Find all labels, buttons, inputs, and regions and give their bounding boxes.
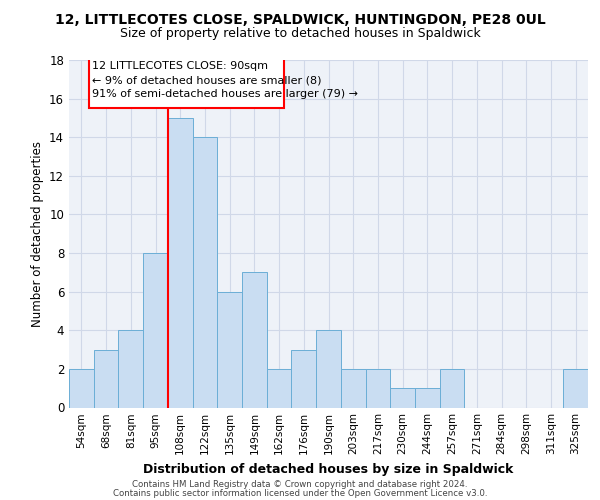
Bar	[94, 350, 118, 408]
FancyBboxPatch shape	[89, 54, 284, 108]
Bar	[242, 272, 267, 407]
Text: 12 LITTLECOTES CLOSE: 90sqm: 12 LITTLECOTES CLOSE: 90sqm	[92, 61, 268, 71]
Bar	[168, 118, 193, 408]
Bar	[316, 330, 341, 407]
X-axis label: Distribution of detached houses by size in Spaldwick: Distribution of detached houses by size …	[143, 463, 514, 476]
Text: ← 9% of detached houses are smaller (8): ← 9% of detached houses are smaller (8)	[92, 75, 322, 85]
Text: Contains HM Land Registry data © Crown copyright and database right 2024.: Contains HM Land Registry data © Crown c…	[132, 480, 468, 489]
Bar	[143, 253, 168, 408]
Bar	[341, 369, 365, 408]
Bar	[267, 369, 292, 408]
Bar	[563, 369, 588, 408]
Text: Size of property relative to detached houses in Spaldwick: Size of property relative to detached ho…	[119, 28, 481, 40]
Bar	[193, 137, 217, 407]
Bar	[217, 292, 242, 408]
Bar	[365, 369, 390, 408]
Text: 91% of semi-detached houses are larger (79) →: 91% of semi-detached houses are larger (…	[92, 90, 358, 100]
Text: Contains public sector information licensed under the Open Government Licence v3: Contains public sector information licen…	[113, 488, 487, 498]
Y-axis label: Number of detached properties: Number of detached properties	[31, 141, 44, 327]
Bar	[390, 388, 415, 407]
Bar	[292, 350, 316, 408]
Bar	[440, 369, 464, 408]
Bar	[118, 330, 143, 407]
Text: 12, LITTLECOTES CLOSE, SPALDWICK, HUNTINGDON, PE28 0UL: 12, LITTLECOTES CLOSE, SPALDWICK, HUNTIN…	[55, 12, 545, 26]
Bar	[69, 369, 94, 408]
Bar	[415, 388, 440, 407]
